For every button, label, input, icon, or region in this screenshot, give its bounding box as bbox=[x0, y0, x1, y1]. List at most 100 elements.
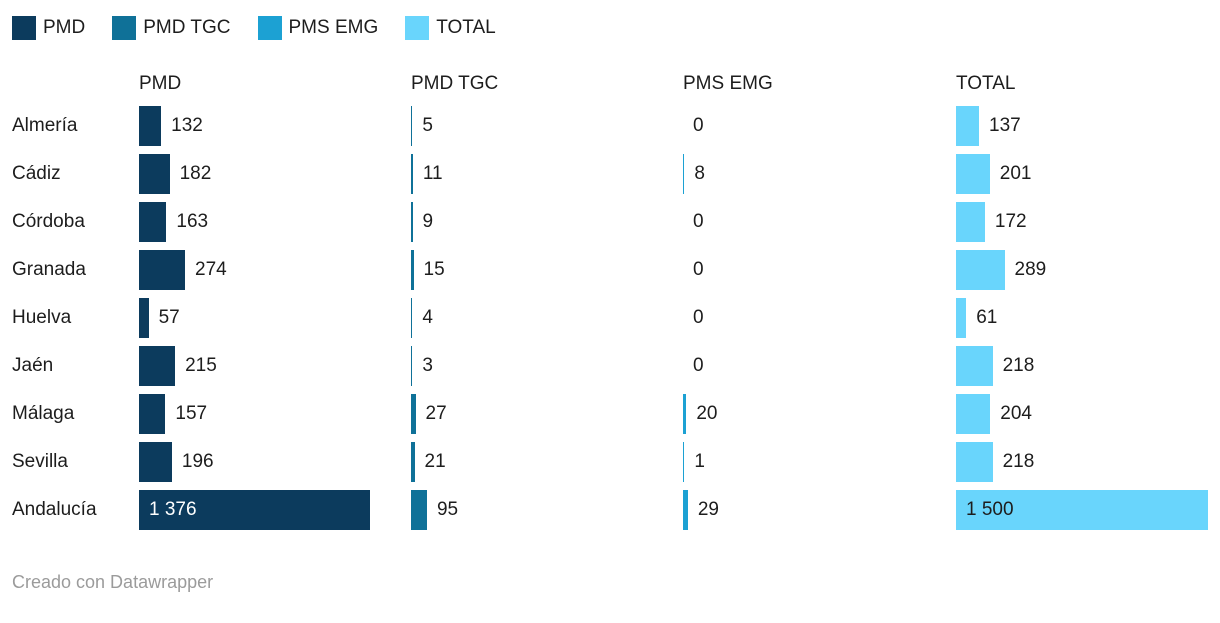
bar[interactable] bbox=[411, 106, 413, 146]
bar[interactable] bbox=[139, 298, 149, 338]
bar-cell-total: 204 bbox=[956, 394, 1220, 434]
value-label: 61 bbox=[976, 307, 998, 328]
bar-cell-pmd: 182 bbox=[139, 154, 411, 194]
legend-item-pms-emg: PMS EMG bbox=[257, 16, 378, 40]
legend: PMD PMD TGC PMS EMG TOTAL bbox=[12, 15, 1220, 41]
bar[interactable] bbox=[411, 442, 415, 482]
legend-label: PMD bbox=[43, 17, 86, 38]
bar[interactable] bbox=[956, 442, 993, 482]
bar[interactable] bbox=[139, 250, 186, 290]
row-label: Cádiz bbox=[12, 163, 61, 184]
row-label: Sevilla bbox=[12, 451, 68, 472]
bar-cell-pmd-tgc: 15 bbox=[411, 250, 683, 290]
bar-cell-total: 289 bbox=[956, 250, 1220, 290]
bar[interactable] bbox=[411, 298, 413, 338]
bar[interactable] bbox=[683, 394, 687, 434]
bar[interactable] bbox=[411, 346, 413, 386]
column-header-pms-emg: PMS EMG bbox=[683, 73, 773, 94]
value-label: 57 bbox=[158, 307, 180, 328]
bar-cell-pmd: 274 bbox=[139, 250, 411, 290]
datawrapper-credit-link[interactable]: Creado con Datawrapper bbox=[12, 572, 214, 592]
value-label: 29 bbox=[697, 499, 719, 520]
bar-cell-pmd-tgc: 3 bbox=[411, 346, 683, 386]
table-row: Málaga 157 27 20 204 bbox=[12, 394, 1220, 442]
bar-cell-pms-emg: 1 bbox=[683, 442, 956, 482]
bar-cell-pms-emg: 0 bbox=[683, 250, 956, 290]
bar[interactable] bbox=[139, 346, 176, 386]
value-label: 4 bbox=[422, 307, 433, 328]
table-row: Andalucía 1 376 95 29 1 500 bbox=[12, 490, 1220, 538]
bar-cell-pmd: 215 bbox=[139, 346, 411, 386]
value-label: 204 bbox=[1000, 403, 1032, 424]
value-label: 1 bbox=[694, 451, 705, 472]
value-label: 3 bbox=[422, 355, 433, 376]
bar-cell-pms-emg: 0 bbox=[683, 106, 956, 146]
value-label: 157 bbox=[175, 403, 208, 424]
value-label: 201 bbox=[999, 163, 1032, 184]
bar-cell-pmd-tgc: 21 bbox=[411, 442, 683, 482]
table-row: Almería 132 5 0 137 bbox=[12, 106, 1220, 154]
bar[interactable] bbox=[683, 490, 688, 530]
legend-label: TOTAL bbox=[436, 17, 496, 38]
bar[interactable] bbox=[139, 154, 170, 194]
bar[interactable] bbox=[139, 106, 162, 146]
value-label: 182 bbox=[179, 163, 212, 184]
value-label: 20 bbox=[696, 403, 718, 424]
bar[interactable] bbox=[411, 154, 413, 194]
bar[interactable]: 1 500 bbox=[956, 490, 1208, 530]
legend-swatch-icon bbox=[112, 16, 137, 40]
chart: PMD PMD TGC PMS EMG TOTAL PMD PMD TGC PMS E… bbox=[0, 15, 1220, 593]
value-label: 215 bbox=[185, 355, 217, 376]
value-label: 1 500 bbox=[966, 499, 1014, 520]
column-header-total: TOTAL bbox=[956, 73, 1016, 94]
bar[interactable] bbox=[683, 154, 685, 194]
legend-swatch-icon bbox=[257, 16, 282, 40]
bar[interactable] bbox=[411, 250, 414, 290]
bar-cell-pms-emg: 0 bbox=[683, 346, 956, 386]
bar-cell-total: 172 bbox=[956, 202, 1220, 242]
bar[interactable] bbox=[139, 202, 167, 242]
bar[interactable] bbox=[411, 202, 413, 242]
bar-cell-pmd: 57 bbox=[139, 298, 411, 338]
bar-cell-pmd: 196 bbox=[139, 442, 411, 482]
value-label: 8 bbox=[694, 163, 705, 184]
table-row: Granada 274 15 0 289 bbox=[12, 250, 1220, 298]
value-label: 0 bbox=[693, 307, 704, 328]
bar-cell-pmd-tgc: 27 bbox=[411, 394, 683, 434]
value-label: 218 bbox=[1002, 451, 1035, 472]
bar[interactable]: 1 376 bbox=[139, 490, 371, 530]
footer: Creado con Datawrapper bbox=[12, 571, 1220, 593]
value-label: 163 bbox=[176, 211, 209, 232]
bar[interactable] bbox=[956, 250, 1005, 290]
bar[interactable] bbox=[956, 298, 967, 338]
bar[interactable] bbox=[956, 154, 990, 194]
bar-cell-pms-emg: 29 bbox=[683, 490, 956, 530]
value-label: 1 376 bbox=[149, 499, 197, 520]
value-label: 0 bbox=[693, 355, 704, 376]
bar[interactable] bbox=[956, 202, 985, 242]
row-label: Andalucía bbox=[12, 499, 97, 520]
value-label: 9 bbox=[422, 211, 434, 232]
bar[interactable] bbox=[956, 346, 993, 386]
bar-cell-pmd: 1 376 bbox=[139, 490, 411, 530]
row-label: Málaga bbox=[12, 403, 75, 424]
bar-cell-pmd-tgc: 95 bbox=[411, 490, 683, 530]
value-label: 21 bbox=[424, 451, 446, 472]
bar[interactable] bbox=[411, 394, 416, 434]
value-label: 274 bbox=[195, 259, 227, 280]
bar-cell-pmd: 132 bbox=[139, 106, 411, 146]
value-label: 11 bbox=[422, 163, 443, 184]
bar-cell-total: 137 bbox=[956, 106, 1220, 146]
bar-cell-total: 201 bbox=[956, 154, 1220, 194]
value-label: 172 bbox=[994, 211, 1027, 232]
bar[interactable] bbox=[411, 490, 427, 530]
bar[interactable] bbox=[956, 394, 991, 434]
bar[interactable] bbox=[683, 442, 685, 482]
value-label: 0 bbox=[693, 115, 704, 136]
bar[interactable] bbox=[139, 394, 166, 434]
row-label: Almería bbox=[12, 115, 78, 136]
bar-cell-total: 218 bbox=[956, 442, 1220, 482]
bar[interactable] bbox=[956, 106, 980, 146]
bar[interactable] bbox=[139, 442, 172, 482]
bar-cell-pms-emg: 0 bbox=[683, 298, 956, 338]
